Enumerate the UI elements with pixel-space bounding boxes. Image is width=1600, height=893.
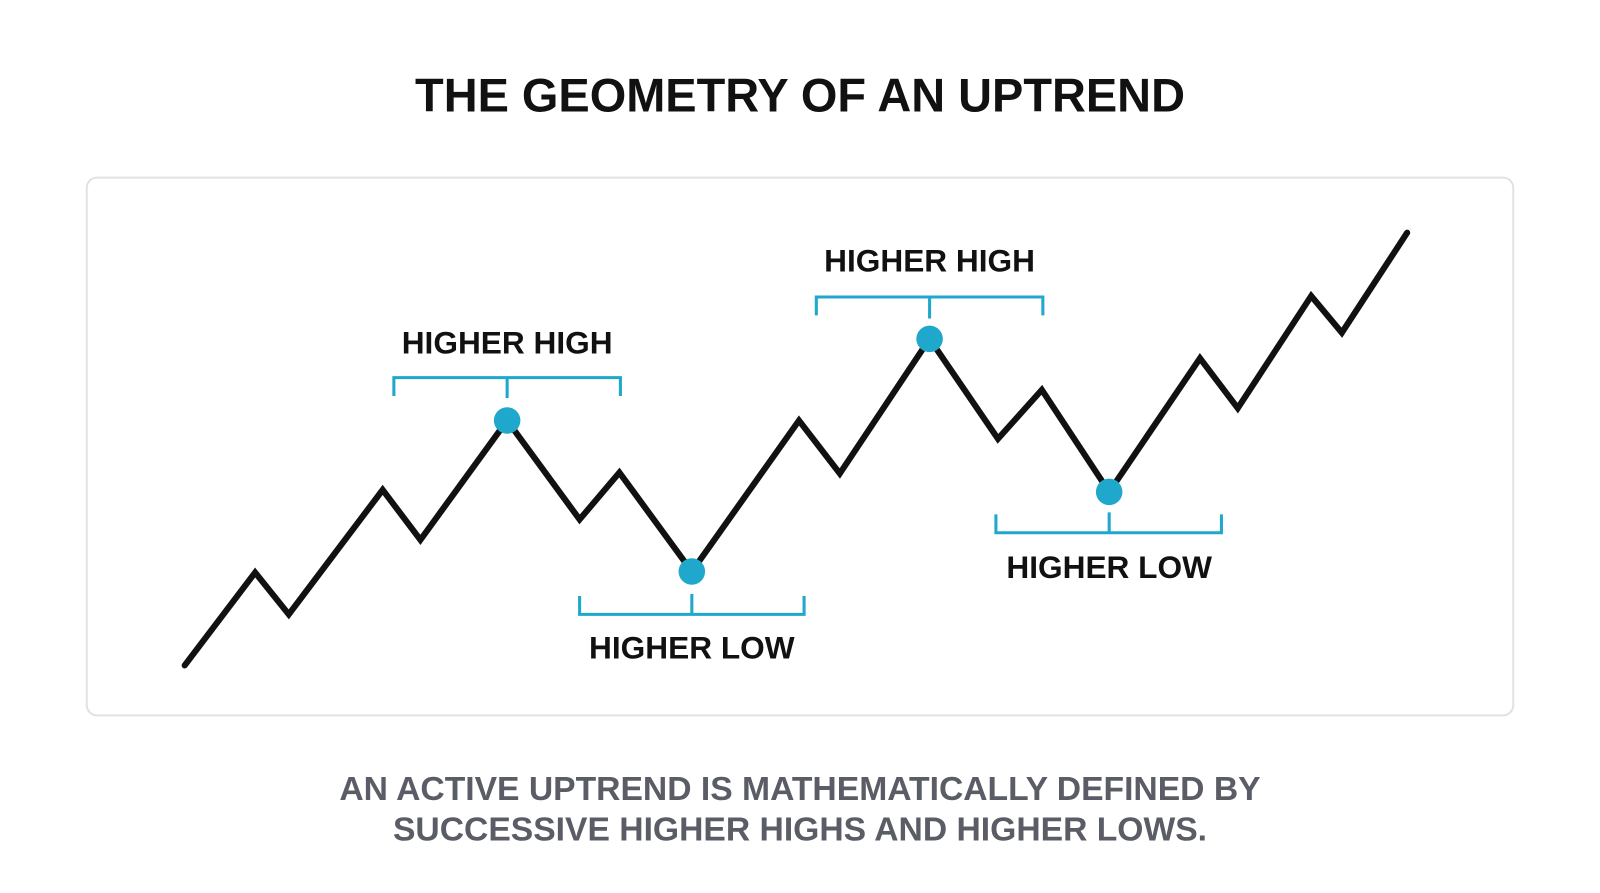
bracket: [392, 376, 622, 399]
pivot-dot: [493, 407, 521, 434]
pivot-label: HIGHER LOW: [589, 629, 795, 665]
price-line: [181, 229, 1411, 669]
panel: [85, 176, 1515, 717]
pivot-dot: [916, 325, 943, 353]
pivot-label: HIGHER HIGH: [402, 324, 613, 360]
pivot-label: HIGHER HIGH: [824, 243, 1035, 279]
pivot-dot: [678, 558, 706, 585]
title: THE GEOMETRY OF AN UPTREND: [415, 69, 1185, 121]
pivot-label: HIGHER LOW: [1006, 549, 1212, 585]
caption-line: SUCCESSIVE HIGHER HIGHS AND HIGHER LOWS.: [393, 812, 1207, 849]
caption-line: AN ACTIVE UPTREND IS MATHEMATICALLY DEFI…: [339, 771, 1260, 808]
pivot-dot: [1095, 478, 1123, 506]
bracket: [994, 512, 1223, 535]
bracket: [814, 295, 1045, 319]
bracket: [578, 593, 806, 616]
